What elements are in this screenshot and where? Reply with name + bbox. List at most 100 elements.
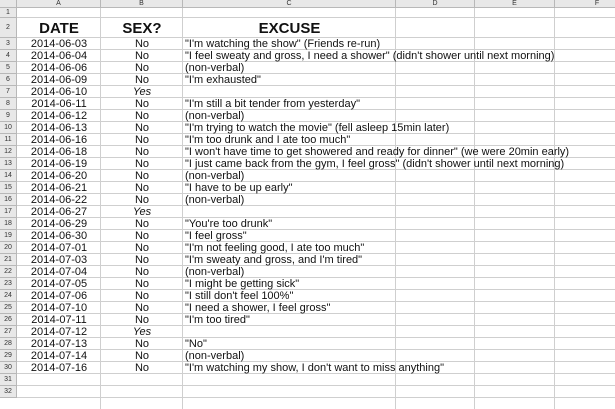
row-header[interactable]: 18 — [0, 218, 17, 230]
excuse-cell[interactable]: "I'm not feeling good, I ate too much" — [185, 242, 365, 254]
row-header[interactable]: 9 — [0, 110, 17, 122]
sex-cell[interactable]: No — [134, 266, 150, 278]
row-header[interactable]: 1 — [0, 8, 17, 18]
row-header[interactable]: 27 — [0, 326, 17, 338]
excuse-cell[interactable]: "I feel gross" — [185, 230, 247, 242]
column-header[interactable]: E — [475, 0, 555, 8]
excuse-cell[interactable]: "I need a shower, I feel gross" — [185, 302, 331, 314]
sex-cell[interactable]: No — [134, 350, 150, 362]
row-header[interactable]: 19 — [0, 230, 17, 242]
row-header[interactable]: 28 — [0, 338, 17, 350]
date-cell[interactable]: 2014-07-01 — [30, 242, 88, 254]
sex-cell[interactable]: No — [134, 242, 150, 254]
date-cell[interactable]: 2014-07-14 — [30, 350, 88, 362]
sex-cell[interactable]: Yes — [132, 86, 152, 98]
date-cell[interactable]: 2014-06-12 — [30, 110, 88, 122]
excuse-cell[interactable]: (non-verbal) — [185, 170, 245, 182]
date-cell[interactable]: 2014-06-21 — [30, 182, 88, 194]
sex-cell[interactable]: No — [134, 194, 150, 206]
row-header[interactable]: 26 — [0, 314, 17, 326]
excuse-cell[interactable]: "I just came back from the gym, I feel g… — [185, 158, 565, 170]
date-cell[interactable]: 2014-07-05 — [30, 278, 88, 290]
excuse-cell[interactable]: "I won't have time to get showered and r… — [185, 146, 570, 158]
sex-cell[interactable]: No — [134, 302, 150, 314]
sex-cell[interactable]: No — [134, 50, 150, 62]
date-cell[interactable]: 2014-06-04 — [30, 50, 88, 62]
excuse-cell[interactable]: "I'm sweaty and gross, and I'm tired" — [185, 254, 363, 266]
row-header[interactable]: 23 — [0, 278, 17, 290]
excuse-cell[interactable]: "I feel sweaty and gross, I need a showe… — [185, 50, 555, 62]
date-cell[interactable]: 2014-07-03 — [30, 254, 88, 266]
excuse-cell[interactable]: "I'm watching the show" (Friends re-run) — [185, 38, 381, 50]
date-cell[interactable]: 2014-06-16 — [30, 134, 88, 146]
sex-cell[interactable]: No — [134, 290, 150, 302]
excuse-cell[interactable]: (non-verbal) — [185, 110, 245, 122]
row-header[interactable]: 24 — [0, 290, 17, 302]
date-cell[interactable]: 2014-07-13 — [30, 338, 88, 350]
row-header[interactable]: 30 — [0, 362, 17, 374]
excuse-cell[interactable]: "I'm too drunk and I ate too much" — [185, 134, 351, 146]
date-cell[interactable]: 2014-06-11 — [31, 98, 87, 110]
date-cell[interactable]: 2014-06-20 — [30, 170, 88, 182]
date-cell[interactable]: 2014-07-16 — [30, 362, 88, 374]
sex-cell[interactable]: No — [134, 278, 150, 290]
excuse-cell[interactable]: "I'm exhausted" — [185, 74, 261, 86]
row-header[interactable]: 17 — [0, 206, 17, 218]
row-header[interactable]: 10 — [0, 122, 17, 134]
date-cell[interactable]: 2014-06-10 — [30, 86, 88, 98]
sex-cell[interactable]: No — [134, 134, 150, 146]
column-header[interactable]: A — [17, 0, 101, 8]
sex-cell[interactable]: No — [134, 74, 150, 86]
column-header[interactable]: C — [183, 0, 396, 8]
row-header[interactable]: 29 — [0, 350, 17, 362]
sex-cell[interactable]: Yes — [132, 326, 152, 338]
column-header[interactable]: D — [396, 0, 475, 8]
date-cell[interactable]: 2014-06-29 — [30, 218, 88, 230]
sex-cell[interactable]: No — [134, 158, 150, 170]
sex-cell[interactable]: No — [134, 362, 150, 374]
row-header[interactable]: 2 — [0, 18, 17, 38]
row-header[interactable]: 4 — [0, 50, 17, 62]
date-cell[interactable]: 2014-06-13 — [30, 122, 88, 134]
sex-cell[interactable]: No — [134, 230, 150, 242]
row-header[interactable]: 11 — [0, 134, 17, 146]
sex-cell[interactable]: Yes — [132, 206, 152, 218]
date-cell[interactable]: 2014-07-04 — [30, 266, 88, 278]
date-cell[interactable]: 2014-06-19 — [30, 158, 88, 170]
row-header[interactable]: 20 — [0, 242, 17, 254]
row-header[interactable]: 22 — [0, 266, 17, 278]
date-cell[interactable]: 2014-07-12 — [30, 326, 88, 338]
sex-cell[interactable]: No — [134, 170, 150, 182]
excuse-cell[interactable]: (non-verbal) — [185, 350, 245, 362]
row-header[interactable]: 32 — [0, 386, 17, 398]
date-cell[interactable]: 2014-06-30 — [30, 230, 88, 242]
date-cell[interactable]: 2014-06-27 — [30, 206, 88, 218]
date-cell[interactable]: 2014-07-06 — [30, 290, 88, 302]
sex-cell[interactable]: No — [134, 62, 150, 74]
excuse-cell[interactable]: "I'm too tired" — [185, 314, 250, 326]
row-header[interactable]: 6 — [0, 74, 17, 86]
sex-cell[interactable]: No — [134, 146, 150, 158]
date-cell[interactable]: 2014-06-06 — [30, 62, 88, 74]
row-header[interactable]: 5 — [0, 62, 17, 74]
row-header[interactable]: 16 — [0, 194, 17, 206]
row-header[interactable]: 31 — [0, 374, 17, 386]
row-header[interactable]: 8 — [0, 98, 17, 110]
date-cell[interactable]: 2014-06-03 — [30, 38, 88, 50]
date-cell[interactable]: 2014-06-18 — [30, 146, 88, 158]
sex-cell[interactable]: No — [134, 110, 150, 122]
sex-cell[interactable]: No — [134, 254, 150, 266]
sex-cell[interactable]: No — [134, 122, 150, 134]
row-header[interactable]: 12 — [0, 146, 17, 158]
column-header[interactable]: B — [101, 0, 183, 8]
excuse-cell[interactable]: (non-verbal) — [185, 62, 245, 74]
date-cell[interactable]: 2014-06-22 — [30, 194, 88, 206]
row-header[interactable]: 7 — [0, 86, 17, 98]
sex-cell[interactable]: No — [134, 98, 150, 110]
row-header[interactable]: 21 — [0, 254, 17, 266]
row-header[interactable]: 3 — [0, 38, 17, 50]
sex-cell[interactable]: No — [134, 38, 150, 50]
sex-cell[interactable]: No — [134, 182, 150, 194]
sex-cell[interactable]: No — [134, 338, 150, 350]
excuse-cell[interactable]: "No" — [185, 338, 207, 350]
